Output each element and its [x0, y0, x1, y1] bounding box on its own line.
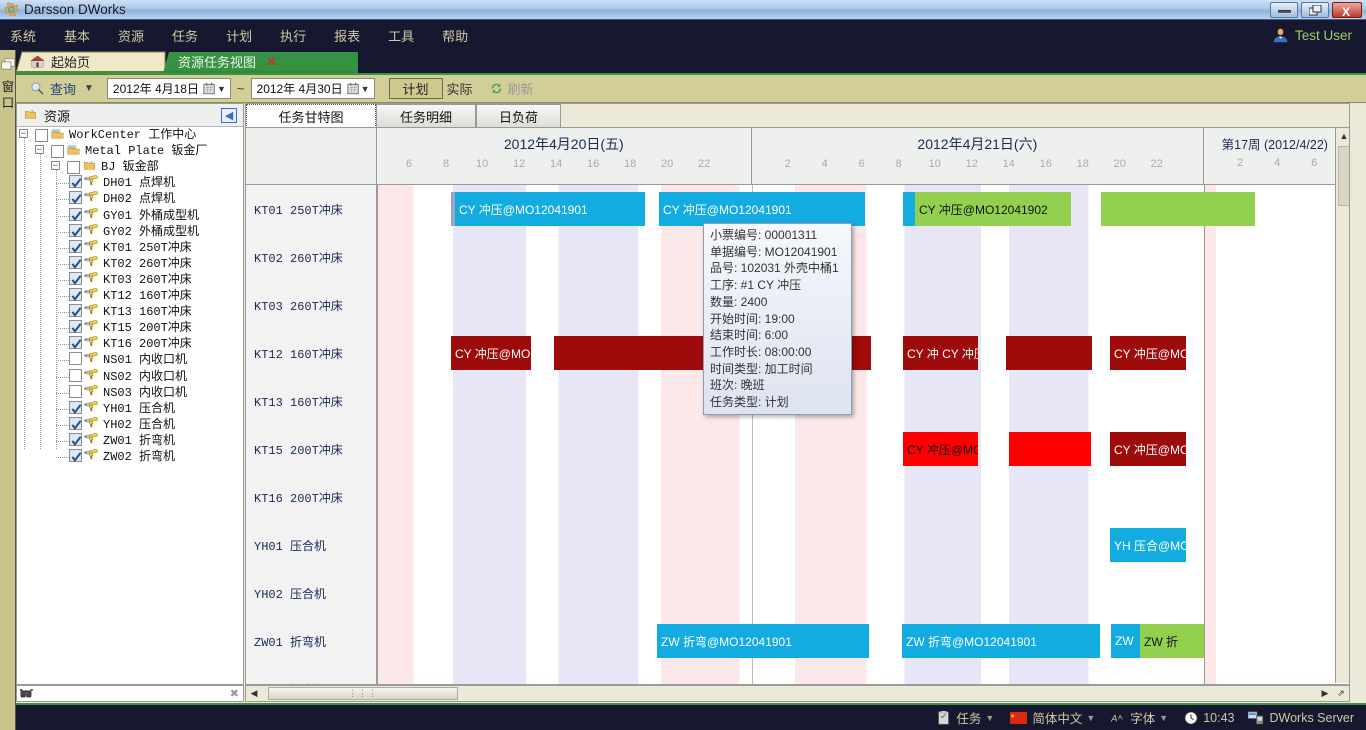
svg-text:A: A — [1111, 712, 1117, 723]
svg-text:A: A — [1118, 714, 1123, 721]
